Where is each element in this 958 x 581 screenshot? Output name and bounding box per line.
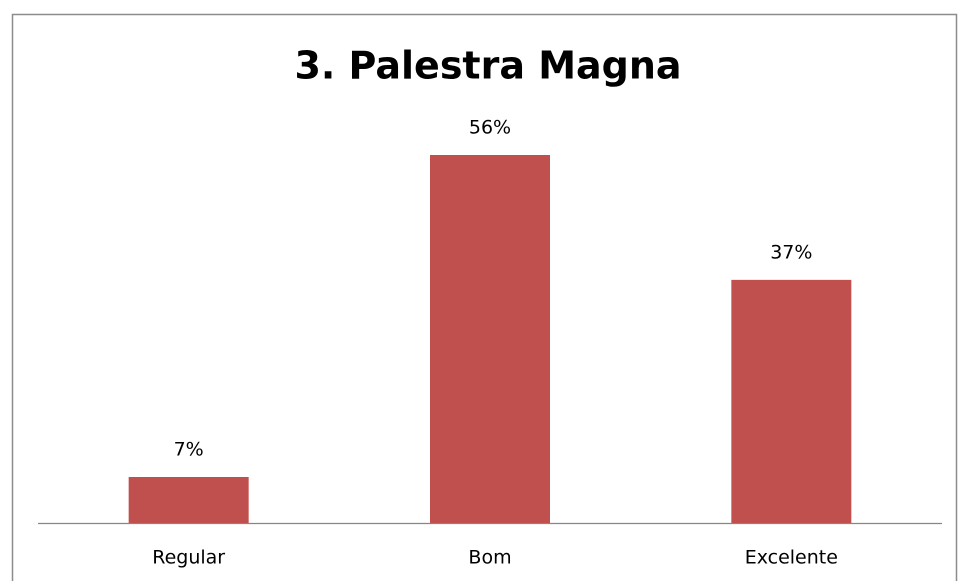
x-tick-label: Regular (152, 547, 225, 569)
x-tick-label: Excelente (745, 547, 838, 569)
bar (430, 155, 550, 523)
x-tick-label: Bom (468, 547, 511, 569)
bar (128, 477, 249, 523)
data-label: 56% (469, 117, 511, 139)
bar (731, 279, 852, 523)
data-label: 7% (174, 439, 204, 461)
chart-title: 3. Palestra Magna (294, 44, 681, 88)
data-label: 37% (770, 241, 812, 263)
